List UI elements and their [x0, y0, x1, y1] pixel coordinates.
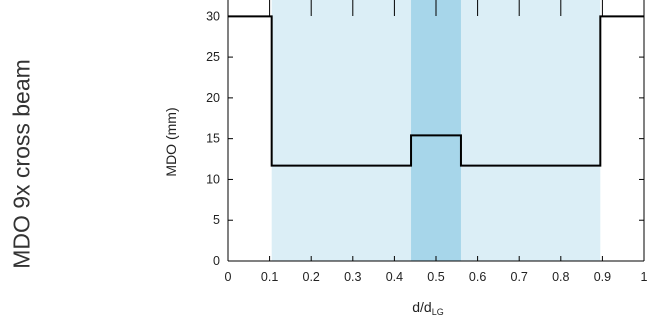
y-axis-label: MDO (mm) — [163, 107, 179, 176]
y-tick-label: 10 — [206, 172, 220, 186]
x-tick-label: 0.6 — [469, 270, 486, 284]
x-tick-label: 0.2 — [303, 270, 320, 284]
x-tick-label: 0.9 — [594, 270, 611, 284]
y-tick-label: 25 — [206, 50, 220, 64]
x-axis-label-subscript: LG — [432, 307, 444, 317]
x-tick-label: 1 — [641, 270, 648, 284]
y-tick-label: 0 — [213, 254, 220, 268]
x-axis-ticks: 0 0.1 0.2 0.3 0.4 0.5 0.6 0.7 0.8 0.9 1 — [225, 0, 648, 284]
x-axis-label-main: d/d — [412, 299, 431, 315]
x-tick-label: 0.7 — [511, 270, 528, 284]
x-tick-label: 0.8 — [552, 270, 569, 284]
y-tick-label: 15 — [206, 132, 220, 146]
y-tick-label: 5 — [213, 213, 220, 227]
y-tick-label: 30 — [206, 9, 220, 23]
y-axis-ticks: 0 5 10 15 20 25 30 — [206, 9, 644, 268]
y-tick-label: 20 — [206, 91, 220, 105]
series-line-0 — [228, 15, 644, 167]
x-tick-label: 0.5 — [427, 270, 444, 284]
x-axis-label: d/dLG — [412, 299, 443, 317]
x-tick-label: 0.4 — [386, 270, 403, 284]
x-tick-label: 0.3 — [344, 270, 361, 284]
series-layer — [228, 15, 644, 167]
shaded-regions — [271, 0, 601, 261]
x-tick-label: 0.1 — [261, 270, 278, 284]
shaded-region-1 — [411, 0, 461, 261]
x-tick-label: 0 — [225, 270, 232, 284]
